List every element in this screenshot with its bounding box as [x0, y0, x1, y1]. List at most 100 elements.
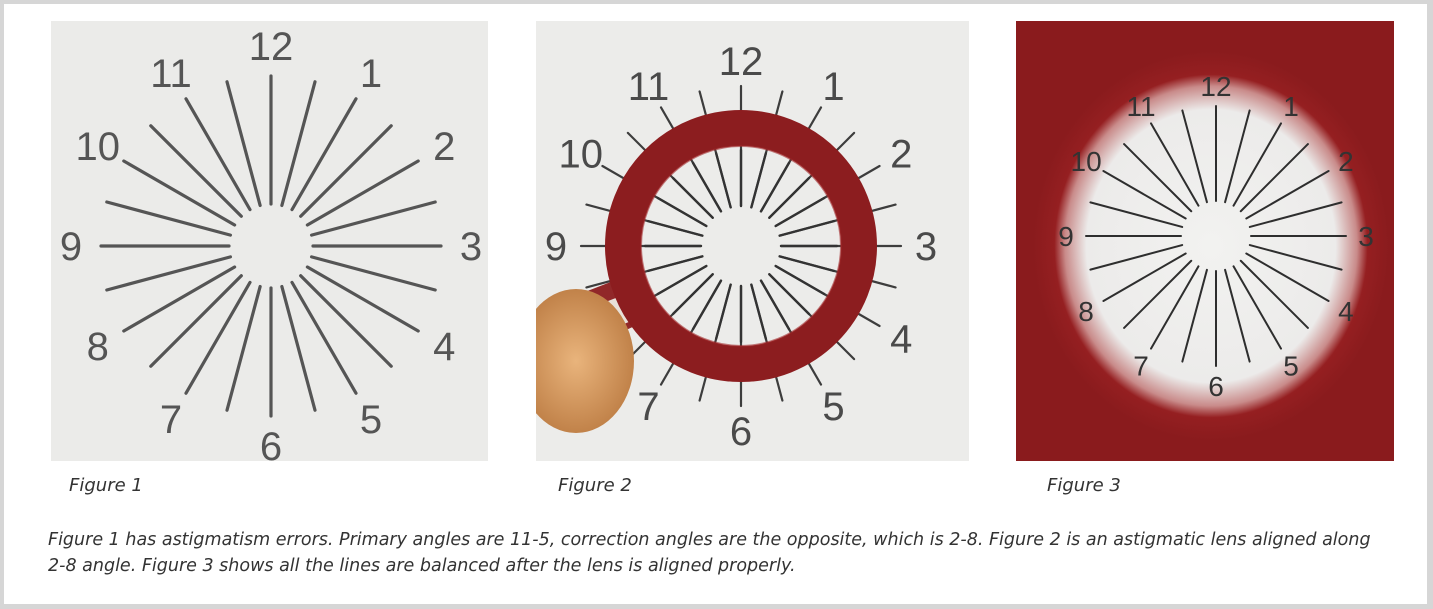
- figure-3-image: 12 1 2 3 4 5 6 7 8 9 10 11: [1016, 21, 1394, 461]
- dial-line: [1245, 170, 1330, 220]
- dial-line: [280, 80, 317, 208]
- dial-number: 12: [249, 25, 294, 69]
- dial-number: 3: [460, 225, 482, 269]
- dial-line: [305, 159, 420, 227]
- dial-number: 3: [915, 225, 937, 269]
- dial-line: [1248, 244, 1343, 271]
- dial-line: [1245, 252, 1330, 302]
- dial-line: [184, 280, 252, 395]
- dial-number: 10: [1071, 146, 1102, 177]
- dial-line: [305, 265, 420, 333]
- dial-line: [656, 264, 708, 296]
- dial-line: [1232, 122, 1282, 207]
- dial-number: 7: [637, 385, 659, 429]
- finger-shape: [536, 289, 634, 433]
- dial-line: [750, 152, 768, 209]
- dial-line: [778, 255, 835, 273]
- dial-number: 8: [87, 325, 109, 369]
- dial-number: 9: [1058, 221, 1074, 252]
- figure-description: Figure 1 has astigmatism errors. Primary…: [48, 530, 1371, 576]
- dial-line: [225, 284, 262, 412]
- dial-line: [778, 219, 835, 237]
- dial-line: [774, 196, 826, 228]
- dial-line: [1150, 122, 1200, 207]
- dial-line: [1123, 259, 1193, 329]
- dial-line: [691, 161, 723, 213]
- dial-line: [750, 283, 768, 340]
- dial-line: [1232, 265, 1282, 350]
- dial-line: [225, 80, 262, 208]
- dial-number: 11: [150, 52, 192, 96]
- dial-line: [656, 196, 708, 228]
- dial-number: 6: [1208, 371, 1224, 402]
- dial-line: [671, 176, 714, 219]
- dial-line: [122, 265, 237, 333]
- dial-line: [299, 124, 393, 218]
- dial-line: [1102, 252, 1187, 302]
- dial-number: 11: [628, 65, 670, 109]
- dial-number: 3: [1358, 221, 1374, 252]
- dial-number: 7: [1133, 351, 1149, 382]
- dial-line: [122, 159, 237, 227]
- dial-number: 4: [890, 318, 912, 362]
- dial-line: [647, 219, 704, 237]
- dial-line: [1089, 201, 1184, 228]
- dial-number: 2: [433, 125, 455, 169]
- figure-2-caption: Figure 2: [558, 475, 632, 496]
- dial-line: [768, 273, 811, 316]
- dial-number: 9: [60, 225, 82, 269]
- dial-number: 2: [1338, 146, 1354, 177]
- dial-line: [299, 274, 393, 368]
- dial-number: 12: [1200, 71, 1231, 102]
- dial-number: 1: [1283, 91, 1299, 122]
- dial-number: 11: [1126, 91, 1155, 122]
- dial-line: [759, 279, 791, 331]
- dial-line: [309, 200, 437, 237]
- dial-line: [290, 97, 358, 212]
- dial-number: 12: [719, 40, 764, 84]
- dial-line: [1150, 265, 1200, 350]
- dial-line: [280, 284, 317, 412]
- dial-line: [714, 152, 732, 209]
- dial-line: [105, 200, 233, 237]
- dial-line: [1248, 201, 1343, 228]
- dial-number: 4: [433, 325, 455, 369]
- dial-line: [1181, 109, 1208, 204]
- dial-line: [768, 176, 811, 219]
- dial-number: 6: [260, 425, 282, 461]
- dial-line: [759, 161, 791, 213]
- dial-line: [184, 97, 252, 212]
- dial-line: [691, 279, 723, 331]
- dial-number: 1: [360, 52, 382, 96]
- dial-line: [1239, 259, 1309, 329]
- dial-number: 7: [160, 398, 182, 442]
- dial-line: [149, 124, 243, 218]
- dial-number: 4: [1338, 296, 1354, 327]
- dial-number: 5: [822, 385, 844, 429]
- dial-line: [1123, 143, 1193, 213]
- dial-line: [1239, 143, 1309, 213]
- dial-number: 5: [1283, 351, 1299, 382]
- dial-line: [774, 264, 826, 296]
- dial-number: 2: [890, 133, 912, 177]
- dial-number: 8: [1078, 296, 1094, 327]
- dial-line: [290, 280, 358, 395]
- dial-line: [671, 273, 714, 316]
- dial-line: [1224, 268, 1251, 363]
- dial-line: [105, 255, 233, 292]
- dial-line: [309, 255, 437, 292]
- figure-1-caption: Figure 1: [69, 475, 143, 496]
- dial-line: [1089, 244, 1184, 271]
- dial-line: [149, 274, 243, 368]
- dial-line: [647, 255, 704, 273]
- dial-line: [1181, 268, 1208, 363]
- dial-line: [1224, 109, 1251, 204]
- dial-number: 9: [545, 225, 567, 269]
- dial-number: 10: [76, 125, 121, 169]
- figure-1-image: 12 1 2 3 4 5 6 7 8 9 10 11: [51, 21, 488, 461]
